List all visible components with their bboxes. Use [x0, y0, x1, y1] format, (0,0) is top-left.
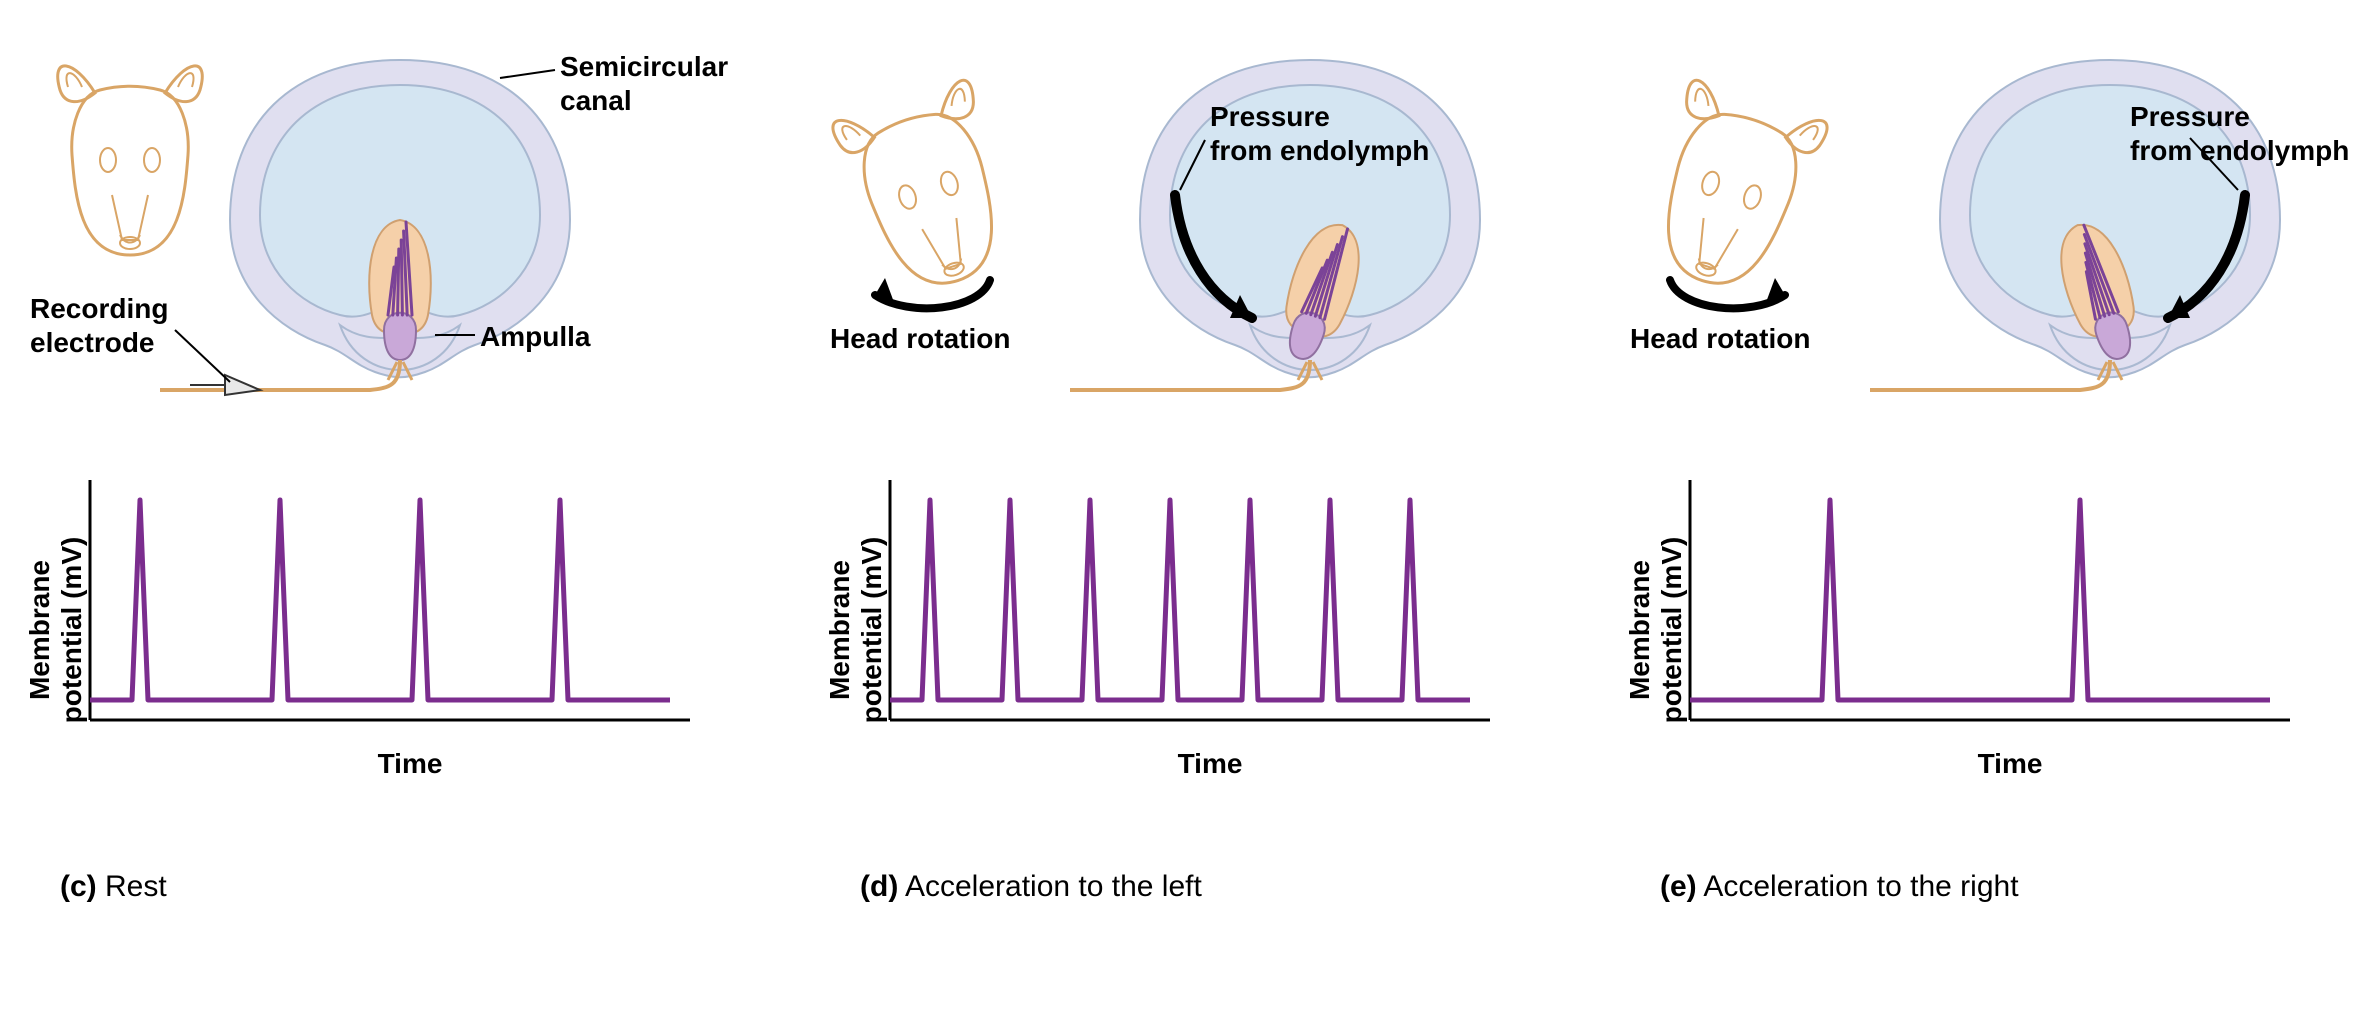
- panel-c-chart: Membranepotential (mV) Time: [30, 460, 790, 860]
- diagram-d-svg: [830, 20, 1590, 440]
- caption-e: (e) Acceleration to the right: [1630, 870, 2376, 904]
- caption-c: (c) Rest: [30, 870, 790, 904]
- chart-d-svg: [830, 460, 1530, 740]
- panel-e-diagram: Pressurefrom endolymph Head rotation: [1630, 20, 2376, 440]
- chart-d-ylabel: Membranepotential (mV): [824, 500, 888, 760]
- chart-e-xlabel: Time: [1630, 748, 2376, 780]
- panel-d-chart: Membranepotential (mV) Time: [830, 460, 1590, 860]
- label-semicircular-canal: Semicircularcanal: [560, 50, 728, 117]
- caption-d: (d) Acceleration to the left: [830, 870, 1590, 904]
- label-pressure-e: Pressurefrom endolymph: [2130, 100, 2349, 167]
- chart-e-ylabel: Membranepotential (mV): [1624, 500, 1688, 760]
- chart-e-svg: [1630, 460, 2330, 740]
- chart-c-ylabel: Membranepotential (mV): [24, 500, 88, 760]
- panel-d-diagram: Pressurefrom endolymph Head rotation: [830, 20, 1590, 440]
- panel-d: Pressurefrom endolymph Head rotation Mem…: [830, 20, 1590, 904]
- label-head-rotation-d: Head rotation: [830, 322, 1010, 356]
- label-head-rotation-e: Head rotation: [1630, 322, 1810, 356]
- panel-e-chart: Membranepotential (mV) Time: [1630, 460, 2376, 860]
- label-ampulla: Ampulla: [480, 320, 590, 354]
- diagram-e-svg: [1630, 20, 2376, 440]
- panel-c-diagram: Semicircularcanal Ampulla Recordingelect…: [30, 20, 790, 440]
- chart-c-xlabel: Time: [30, 748, 790, 780]
- panel-c: Semicircularcanal Ampulla Recordingelect…: [30, 20, 790, 904]
- label-pressure-d: Pressurefrom endolymph: [1210, 100, 1429, 167]
- chart-d-xlabel: Time: [830, 748, 1590, 780]
- panel-e: Pressurefrom endolymph Head rotation Mem…: [1630, 20, 2376, 904]
- label-recording-electrode: Recordingelectrode: [30, 292, 168, 359]
- chart-c-svg: [30, 460, 730, 740]
